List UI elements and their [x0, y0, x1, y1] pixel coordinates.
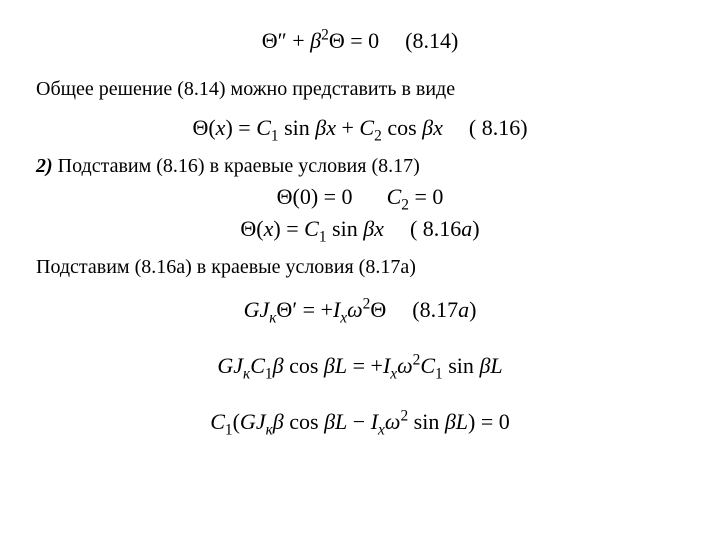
theta-0-eq-0: Θ(0) = 0 — [277, 184, 353, 209]
sin: sin — [327, 216, 364, 241]
close-paren: ) — [273, 216, 280, 241]
x: x — [326, 115, 336, 140]
l: L — [335, 353, 347, 378]
c2-eq-0: = 0 — [409, 184, 443, 209]
c2-base: C — [359, 115, 374, 140]
i: I — [371, 409, 378, 434]
theta-open: Θ( — [240, 216, 263, 241]
eq-tag-8-17a-close: ) — [469, 297, 476, 322]
eq-tag-8-16a-a: a — [461, 216, 472, 241]
omega: ω — [397, 353, 413, 378]
eq-tag-8-16: ( 8.16) — [469, 115, 528, 140]
close-paren: ) — [225, 115, 232, 140]
eq-zero: = 0 — [475, 409, 509, 434]
omega: ω — [347, 297, 363, 322]
beta3: β — [479, 353, 490, 378]
c2-base: C — [387, 184, 402, 209]
c1-sub: 1 — [319, 228, 327, 245]
sin: sin — [443, 353, 480, 378]
c1-sub: 1 — [265, 365, 273, 382]
l2: L — [456, 409, 468, 434]
var-x: x — [216, 115, 226, 140]
c1b-base: C — [420, 353, 435, 378]
beta2: β — [324, 353, 335, 378]
j: J — [256, 409, 266, 434]
equation-8-17a: GJкΘ′ = +Ixω2Θ(8.17a) — [36, 297, 684, 323]
plus: + — [336, 115, 359, 140]
eq-tag-8-17a-open: (8.17 — [412, 297, 458, 322]
eq-zero: = 0 — [345, 28, 379, 53]
j: J — [233, 353, 243, 378]
x: x — [374, 216, 384, 241]
open-paren: ( — [233, 409, 240, 434]
l: L — [335, 409, 347, 434]
c1-base: C — [210, 409, 225, 434]
text-general-solution: Общее решение (8.14) можно представить в… — [36, 78, 684, 101]
c2-sub: 2 — [401, 196, 409, 213]
theta: Θ — [329, 28, 345, 53]
c1-sub: 1 — [271, 127, 279, 144]
equation-expanded-2: C1(GJкβ cos βL − Ixω2 sin βL) = 0 — [36, 409, 684, 435]
equation-bc-zero: Θ(0) = 0 C2 = 0 — [36, 184, 684, 210]
sin: sin — [279, 115, 316, 140]
beta: β — [363, 216, 374, 241]
g: G — [244, 297, 260, 322]
c1-base: C — [304, 216, 319, 241]
theta2: Θ — [370, 297, 386, 322]
c2-sub: 2 — [374, 127, 382, 144]
sin: sin — [408, 409, 445, 434]
i-sub-x: x — [378, 421, 385, 438]
c1-base: C — [250, 353, 265, 378]
cos: cos — [284, 353, 324, 378]
eq-tag-8-16a-close: ) — [472, 216, 479, 241]
beta: β — [315, 115, 326, 140]
equals: = — [281, 216, 304, 241]
c1-sub: 1 — [225, 421, 233, 438]
theta-double-prime: Θ″ — [262, 28, 293, 53]
beta: β — [273, 409, 284, 434]
eq-tag-8-14: (8.14) — [405, 28, 458, 53]
text-substitute-8-16a: Подставим (8.16а) в краевые условия (8.1… — [36, 256, 684, 279]
beta3: β — [445, 409, 456, 434]
page: Θ″ + β2Θ = 0(8.14) Общее решение (8.14) … — [0, 0, 720, 540]
plus: + — [292, 28, 310, 53]
c1-base: C — [256, 115, 271, 140]
theta-open: Θ( — [192, 115, 215, 140]
equation-expanded-1: GJкC1β cos βL = +Ixω2C1 sin βL — [36, 353, 684, 379]
text-step-2: 2) Подставим (8.16) в краевые условия (8… — [36, 155, 684, 178]
omega: ω — [385, 409, 401, 434]
beta2: β — [422, 115, 433, 140]
step-2-text: Подставим (8.16) в краевые условия (8.17… — [53, 155, 420, 177]
j: J — [259, 297, 269, 322]
equation-8-14: Θ″ + β2Θ = 0 (8.14) — [36, 28, 684, 54]
g: G — [240, 409, 256, 434]
step-2-label: 2) — [36, 155, 53, 177]
minus: − — [347, 409, 370, 434]
equation-8-16a: Θ(x) = C1 sin βx( 8.16a) — [36, 216, 684, 242]
omega-sq: 2 — [400, 408, 408, 425]
theta: Θ — [276, 297, 292, 322]
cos: cos — [284, 409, 324, 434]
beta-sq: 2 — [321, 27, 329, 44]
beta: β — [273, 353, 284, 378]
beta: β — [310, 28, 321, 53]
j-sub-k: к — [266, 421, 273, 438]
equals: = — [233, 115, 256, 140]
eq-plus: = + — [297, 297, 333, 322]
beta2: β — [324, 409, 335, 434]
eq-plus: = + — [347, 353, 383, 378]
l2: L — [490, 353, 502, 378]
eq-tag-8-17a-a: a — [458, 297, 469, 322]
cos: cos — [382, 115, 422, 140]
c1b-sub: 1 — [435, 365, 443, 382]
var-x: x — [264, 216, 274, 241]
g: G — [217, 353, 233, 378]
equation-8-16: Θ(x) = C1 sin βx + C2 cos βx( 8.16) — [36, 115, 684, 141]
x2: x — [433, 115, 443, 140]
eq-tag-8-16a-open: ( 8.16 — [410, 216, 461, 241]
